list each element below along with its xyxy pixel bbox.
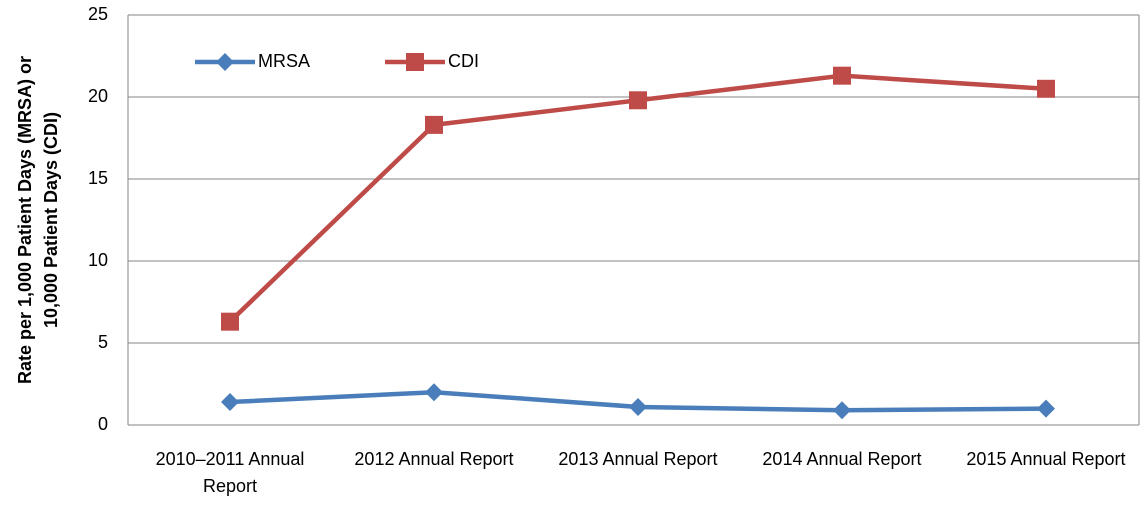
legend-marker — [216, 53, 234, 71]
data-point — [221, 312, 239, 331]
legend-label: CDI — [448, 51, 479, 71]
data-point — [221, 393, 239, 412]
y-tick-label: 20 — [88, 86, 108, 106]
x-tick-label: 2015 Annual Report — [966, 449, 1126, 469]
data-point — [629, 91, 647, 110]
y-axis-label: 10,000 Patient Days (CDI) — [41, 112, 61, 328]
y-tick-label: 25 — [88, 4, 108, 24]
x-tick-label: 2012 Annual Report — [354, 449, 514, 469]
data-point — [629, 397, 647, 416]
data-point — [833, 66, 851, 85]
legend-marker — [406, 53, 424, 71]
data-point — [833, 401, 851, 420]
y-tick-label: 15 — [88, 168, 108, 188]
x-tick-label: 2014 Annual Report — [762, 449, 922, 469]
data-point — [425, 383, 443, 402]
data-point — [1037, 79, 1055, 98]
data-point — [1037, 399, 1055, 418]
x-tick-label: 2010–2011 Annual Report — [155, 449, 305, 496]
y-tick-label: 5 — [98, 332, 108, 352]
y-axis-label: Rate per 1,000 Patient Days (MRSA) or — [15, 56, 35, 384]
legend-label: MRSA — [258, 51, 310, 71]
y-tick-label: 0 — [98, 414, 108, 434]
y-tick-label: 10 — [88, 250, 108, 270]
series-line — [228, 73, 1047, 324]
data-point — [425, 115, 443, 134]
x-tick-label: 2013 Annual Report — [558, 449, 718, 469]
